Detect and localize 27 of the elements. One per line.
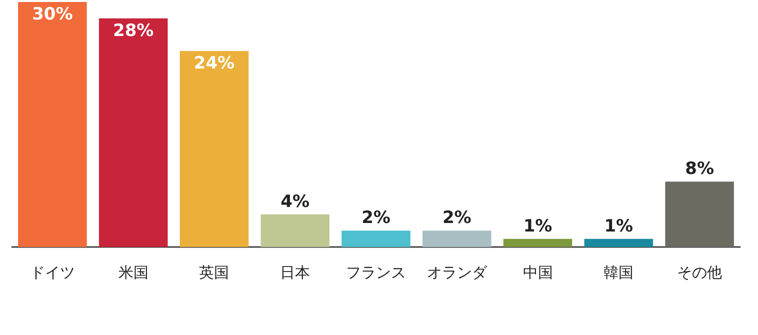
x-tick-label: 英国: [199, 264, 230, 282]
x-tick-label: フランス: [346, 264, 406, 282]
bar: [422, 230, 492, 247]
bar: [342, 230, 410, 247]
data-label: 2%: [362, 208, 390, 228]
bar: [18, 2, 87, 247]
x-tick-label: 米国: [118, 264, 148, 282]
bar: [260, 214, 330, 247]
bar: [584, 238, 654, 247]
data-label: 4%: [280, 192, 310, 212]
x-tick-label: 日本: [280, 264, 310, 282]
data-label: 24%: [194, 54, 235, 74]
data-label: 28%: [112, 20, 154, 41]
x-tick-label: ドイツ: [30, 264, 75, 282]
data-label: 1%: [604, 216, 634, 236]
x-tick-label: オランダ: [426, 264, 488, 282]
data-label: 30%: [32, 4, 73, 24]
data-label: 2%: [442, 208, 472, 228]
bar: [180, 51, 249, 247]
data-label: 8%: [685, 159, 714, 180]
bar: [98, 18, 168, 247]
x-tick-label: 中国: [522, 264, 553, 282]
x-tick-label: 韓国: [604, 264, 634, 282]
bar: [503, 238, 572, 247]
bar: [665, 182, 734, 247]
data-label: 1%: [523, 216, 552, 236]
x-tick-label: その他: [677, 264, 722, 282]
